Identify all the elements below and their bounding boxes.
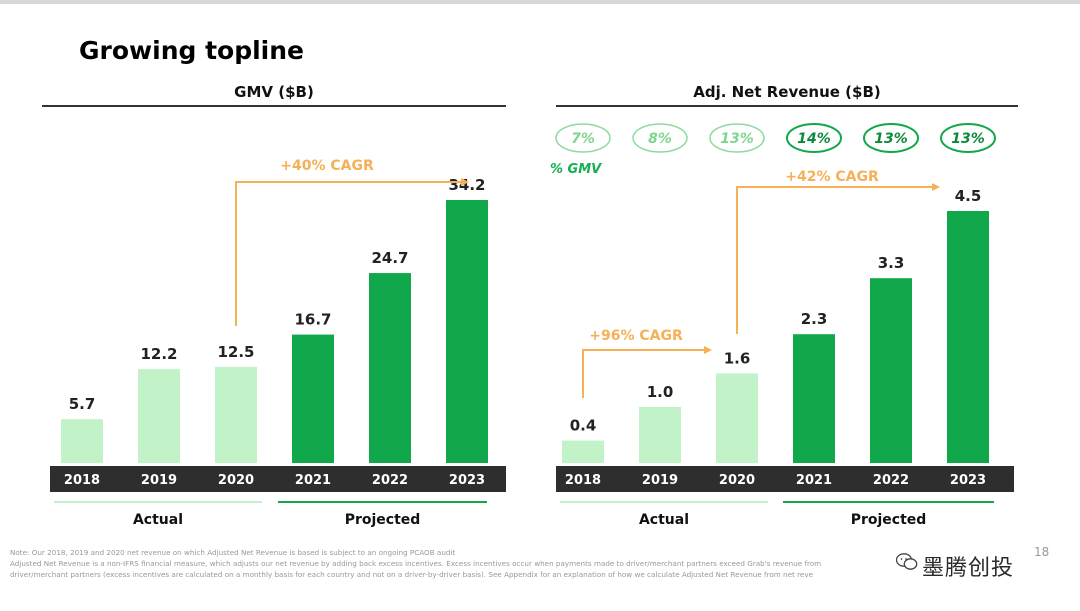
pct-gmv-oval: [940, 123, 996, 153]
gmv-value-label: 24.7: [371, 249, 408, 267]
revenue-tick-label: 2021: [796, 473, 832, 488]
pct-gmv-value: 13%: [720, 131, 754, 147]
revenue-value-label: 1.6: [724, 349, 751, 367]
footnote-line-3: driver/merchant partners (excess incenti…: [10, 570, 814, 579]
pct-gmv-oval: [555, 123, 611, 153]
revenue-bar-2019: [639, 407, 681, 463]
revenue-tick-label: 2018: [565, 473, 601, 488]
gmv-tick-label: 2020: [218, 473, 254, 488]
wechat-icon: [896, 553, 918, 570]
gmv-tick-label: 2021: [295, 473, 331, 488]
gmv-axis-band: [50, 466, 506, 492]
revenue-value-label: 0.4: [570, 417, 597, 435]
gmv-chart-title: GMV ($B): [234, 83, 314, 101]
revenue-bar-2018: [562, 440, 604, 463]
pct-gmv-value: 8%: [648, 131, 672, 147]
pct-gmv-oval: [786, 123, 842, 153]
revenue-chart-title: Adj. Net Revenue ($B): [693, 83, 881, 101]
page-number: 18: [1034, 545, 1050, 559]
revenue-cagr-label: +96% CAGR: [589, 328, 683, 344]
revenue-cagr-arrow: [582, 346, 712, 398]
gmv-bar-2019: [138, 369, 180, 463]
footnote-line-2: Adjusted Net Revenue is a non-IFRS finan…: [10, 559, 822, 568]
gmv-bar-2020: [215, 366, 257, 463]
revenue-bar-2020: [716, 373, 758, 463]
gmv-title-rule: [42, 105, 506, 107]
gmv-tick-label: 2022: [372, 473, 408, 488]
watermark-text: 墨腾创投: [922, 556, 1015, 581]
revenue-tick-label: 2023: [950, 473, 986, 488]
revenue-bar-2022: [870, 278, 912, 463]
footnote-line-1: Note: Our 2018, 2019 and 2020 net revenu…: [10, 548, 456, 557]
gmv-bar-2021: [292, 334, 334, 463]
pct-gmv-oval: [709, 123, 765, 153]
gmv-bar-2018: [61, 419, 103, 463]
revenue-title-rule: [556, 105, 1018, 107]
gmv-projected-label: Projected: [345, 512, 421, 528]
gmv-actual-label: Actual: [133, 512, 183, 528]
gmv-value-label: 34.2: [448, 176, 485, 194]
revenue-value-label: 3.3: [878, 254, 905, 272]
gmv-value-label: 16.7: [294, 311, 331, 329]
revenue-bar-2021: [793, 334, 835, 463]
revenue-projected-label: Projected: [851, 512, 927, 528]
slide-title: Growing topline: [79, 36, 304, 65]
gmv-tick-label: 2019: [141, 473, 177, 488]
revenue-actual-label: Actual: [639, 512, 689, 528]
revenue-tick-label: 2022: [873, 473, 909, 488]
gmv-cagr-arrow: [235, 178, 469, 326]
revenue-tick-label: 2019: [642, 473, 678, 488]
revenue-cagr-label: +42% CAGR: [785, 169, 879, 185]
pct-gmv-value: 14%: [797, 131, 831, 147]
revenue-tick-label: 2020: [719, 473, 755, 488]
gmv-value-label: 12.2: [140, 345, 177, 363]
pct-gmv-oval: [863, 123, 919, 153]
pct-gmv-value: 7%: [571, 131, 595, 147]
gmv-tick-label: 2018: [64, 473, 100, 488]
revenue-cagr-arrow: [736, 183, 940, 334]
revenue-value-label: 4.5: [955, 187, 982, 205]
gmv-cagr-label: +40% CAGR: [280, 158, 374, 174]
gmv-bar-2022: [369, 273, 411, 463]
revenue-axis-band: [556, 466, 1014, 492]
pct-gmv-oval: [632, 123, 688, 153]
revenue-value-label: 1.0: [647, 383, 674, 401]
pct-gmv-value: 13%: [874, 131, 908, 147]
pct-gmv-value: 13%: [951, 131, 985, 147]
revenue-value-label: 2.3: [801, 310, 828, 328]
pct-gmv-label: % GMV: [550, 162, 602, 177]
revenue-bar-2023: [947, 211, 989, 463]
gmv-value-label: 5.7: [69, 395, 96, 413]
gmv-bar-2023: [446, 200, 488, 463]
gmv-value-label: 12.5: [217, 343, 254, 361]
gmv-tick-label: 2023: [449, 473, 485, 488]
slide-top-border: [0, 0, 1080, 4]
